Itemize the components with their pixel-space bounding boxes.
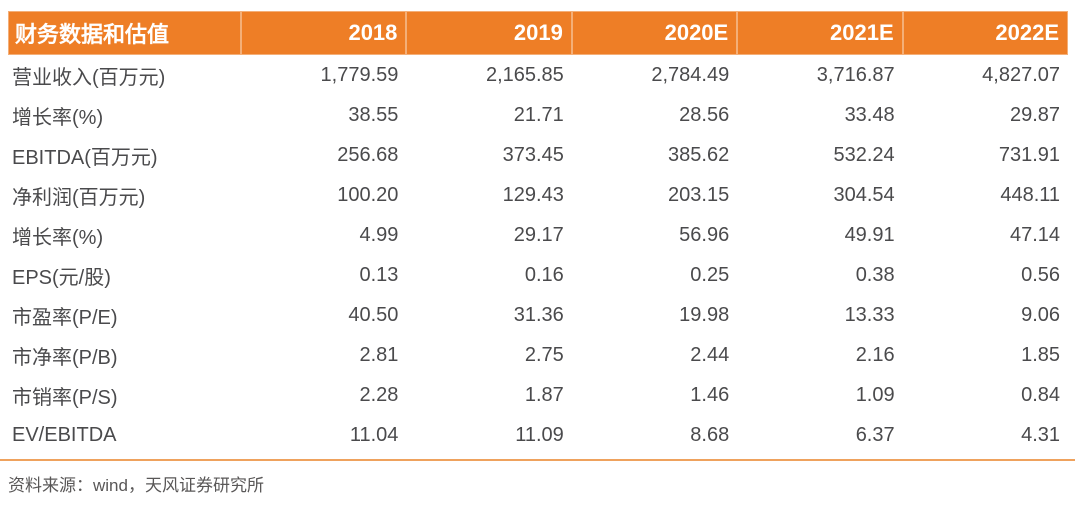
cell-value: 31.36 <box>513 303 564 326</box>
cell-value: 33.48 <box>844 103 895 126</box>
cell-value: 1.85 <box>1021 343 1061 366</box>
row-label: 增长率(%) <box>12 226 104 249</box>
cell-value: 28.56 <box>679 103 730 126</box>
cell-value: 100.20 <box>337 183 399 206</box>
table-row-pb: 市净率(P/B) 2.81 2.75 2.44 2.16 1.85 <box>8 335 1068 375</box>
row-label: 营业收入(百万元) <box>12 66 166 89</box>
cell-value: 21.71 <box>513 103 564 126</box>
table-row-ps: 市销率(P/S) 2.28 1.87 1.46 1.09 0.84 <box>8 375 1068 415</box>
cell-value: 4,827.07 <box>982 63 1061 86</box>
table-row-revenue-growth: 增长率(%) 38.55 21.71 28.56 33.48 29.87 <box>8 95 1068 135</box>
cell-value: 40.50 <box>348 303 399 326</box>
cell-value: 0.38 <box>855 263 895 286</box>
cell-value: 0.13 <box>359 263 399 286</box>
cell-value: 9.06 <box>1021 303 1061 326</box>
cell-value: 385.62 <box>668 143 730 166</box>
cell-value: 56.96 <box>679 223 730 246</box>
cell-value: 6.37 <box>855 423 895 446</box>
source-note: 资料来源：wind，天风证券研究所 <box>8 476 264 495</box>
cell-value: 129.43 <box>502 183 564 206</box>
cell-value: 0.25 <box>690 263 730 286</box>
table-row-profit-growth: 增长率(%) 4.99 29.17 56.96 49.91 47.14 <box>8 215 1068 255</box>
cell-value: 1,779.59 <box>320 63 399 86</box>
financial-data-table: 财务数据和估值 2018 2019 2020E 2021E 2022E 营业收入… <box>8 11 1069 455</box>
cell-value: 2.75 <box>524 343 564 366</box>
cell-value: 38.55 <box>348 103 399 126</box>
cell-value: 11.04 <box>349 423 399 446</box>
cell-value: 49.91 <box>844 223 895 246</box>
column-header-2018: 2018 <box>241 11 407 55</box>
cell-value: 3,716.87 <box>816 63 895 86</box>
table-row-ebitda: EBITDA(百万元) 256.68 373.45 385.62 532.24 … <box>8 135 1068 175</box>
table-row-pe: 市盈率(P/E) 40.50 31.36 19.98 13.33 9.06 <box>8 295 1068 335</box>
cell-value: 29.17 <box>513 223 564 246</box>
cell-value: 0.56 <box>1021 263 1061 286</box>
cell-value: 4.99 <box>359 223 399 246</box>
row-label: EV/EBITDA <box>12 423 117 446</box>
cell-value: 2.44 <box>690 343 730 366</box>
table-row-revenue: 营业收入(百万元) 1,779.59 2,165.85 2,784.49 3,7… <box>8 55 1068 95</box>
table-row-ev-ebitda: EV/EBITDA 11.04 11.09 8.68 6.37 4.31 <box>8 415 1068 455</box>
cell-value: 532.24 <box>833 143 895 166</box>
cell-value: 256.68 <box>337 143 399 166</box>
cell-value: 47.14 <box>1009 223 1061 246</box>
row-label: EBITDA(百万元) <box>12 146 158 169</box>
cell-value: 731.91 <box>998 143 1061 166</box>
row-label: 市净率(P/B) <box>12 346 118 369</box>
cell-value: 11.09 <box>515 423 564 446</box>
table-bottom-divider <box>0 459 1075 461</box>
table-title: 财务数据和估值 <box>8 11 241 55</box>
column-header-2021e: 2021E <box>737 11 903 55</box>
cell-value: 1.87 <box>524 383 564 406</box>
cell-value: 2.16 <box>855 343 895 366</box>
cell-value: 29.87 <box>1009 103 1061 126</box>
row-label: 净利润(百万元) <box>12 186 146 209</box>
table-row-net-profit: 净利润(百万元) 100.20 129.43 203.15 304.54 448… <box>8 175 1068 215</box>
row-label: 市盈率(P/E) <box>12 306 118 329</box>
cell-value: 373.45 <box>502 143 564 166</box>
cell-value: 1.46 <box>690 383 730 406</box>
cell-value: 13.33 <box>844 303 895 326</box>
cell-value: 4.31 <box>1021 423 1061 446</box>
cell-value: 304.54 <box>833 183 895 206</box>
cell-value: 2.81 <box>359 343 399 366</box>
column-header-2022e: 2022E <box>902 11 1069 55</box>
table-row-eps: EPS(元/股) 0.13 0.16 0.25 0.38 0.56 <box>8 255 1068 295</box>
cell-value: 448.11 <box>1000 183 1061 206</box>
cell-value: 2.28 <box>359 383 399 406</box>
column-header-2020e: 2020E <box>571 11 738 55</box>
cell-value: 203.15 <box>668 183 730 206</box>
cell-value: 2,165.85 <box>485 63 564 86</box>
row-label: EPS(元/股) <box>12 266 111 289</box>
cell-value: 0.16 <box>524 263 564 286</box>
cell-value: 0.84 <box>1021 383 1061 406</box>
row-label: 增长率(%) <box>12 106 104 129</box>
cell-value: 2,784.49 <box>651 63 730 86</box>
column-header-2019: 2019 <box>406 11 572 55</box>
cell-value: 19.98 <box>679 303 730 326</box>
row-label: 市销率(P/S) <box>12 386 118 409</box>
cell-value: 8.68 <box>690 423 730 446</box>
table-header-row: 财务数据和估值 2018 2019 2020E 2021E 2022E <box>8 11 1069 55</box>
cell-value: 1.09 <box>855 383 895 406</box>
